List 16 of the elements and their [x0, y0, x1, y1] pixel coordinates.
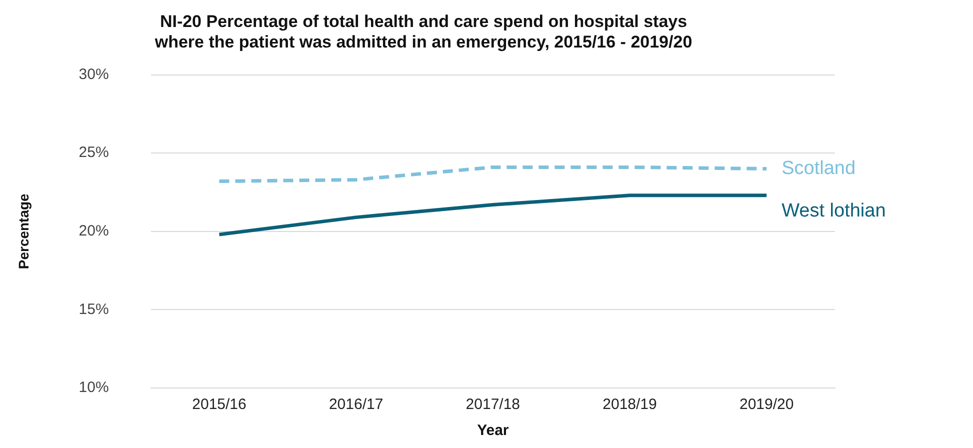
y-tick-label: 15% — [78, 300, 109, 318]
y-tick-label: 25% — [78, 144, 109, 162]
x-tick-label: 2019/20 — [739, 396, 794, 414]
series-label: West lothian — [782, 200, 886, 222]
y-tick-label: 30% — [78, 66, 109, 83]
line-series — [217, 165, 768, 184]
y-tick-label: 10% — [78, 379, 109, 396]
x-tick-label: 2018/19 — [602, 396, 657, 414]
y-axis-title: Percentage — [15, 193, 32, 270]
y-tick-label: 20% — [78, 222, 109, 240]
chart-title: NI-20 Percentage of total health and care spend on hospital stays where the patient was admitted in an emergency, 2015/16 - 2019/20 — [154, 12, 692, 52]
x-tick-label: 2016/17 — [328, 396, 384, 414]
x-tick-label: 2017/18 — [466, 396, 520, 414]
series-label: Scotland — [782, 158, 856, 179]
x-tick-label: 2015/16 — [192, 396, 246, 414]
x-axis-title: Year — [477, 422, 509, 440]
